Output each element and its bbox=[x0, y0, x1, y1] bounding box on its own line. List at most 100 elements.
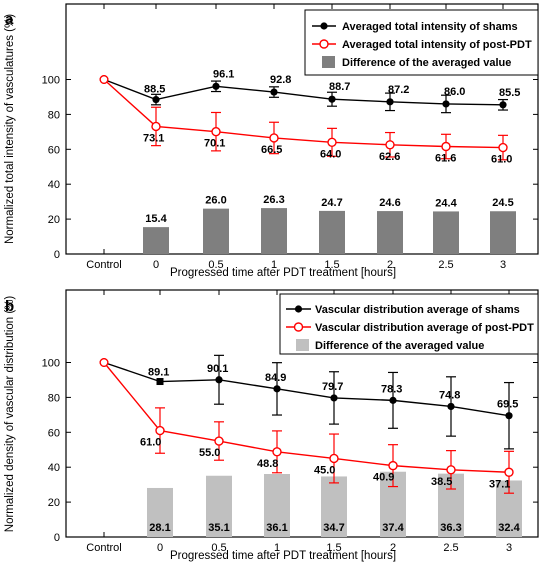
control-point bbox=[99, 358, 109, 367]
y-tick-label: 60 bbox=[48, 144, 60, 156]
pdt-value-label: 73.1 bbox=[143, 132, 164, 144]
pdt-point bbox=[385, 140, 395, 150]
difference-bar bbox=[147, 487, 173, 537]
chart-panel-a: a 0 20 40 60 80 100 Control 0 0.5 1 1.5 2 2.5 3 Progres… bbox=[4, 3, 539, 279]
y-tick-label: 0 bbox=[54, 532, 60, 544]
sham-value-label: 84.9 bbox=[265, 372, 286, 384]
difference-bar bbox=[490, 211, 516, 254]
sham-point bbox=[447, 402, 455, 411]
pdt-point bbox=[211, 126, 221, 137]
pdt-value-label: 37.1 bbox=[489, 478, 510, 490]
y-tick-label: 80 bbox=[48, 392, 60, 404]
pdt-value-label: 55.0 bbox=[199, 447, 220, 459]
sham-point bbox=[499, 101, 507, 109]
legend-entry: Averaged total intensity of shams bbox=[342, 21, 518, 33]
y-axis-label: Normalized total intensity of vasculatur… bbox=[4, 14, 16, 244]
pdt-series-line bbox=[103, 362, 510, 473]
legend-marker bbox=[320, 22, 328, 30]
y-tick-label: 80 bbox=[48, 109, 60, 121]
pdt-value-label: 45.0 bbox=[314, 464, 335, 476]
panel-label: a bbox=[5, 11, 14, 28]
difference-bar bbox=[203, 208, 229, 254]
pdt-value-label: 66.5 bbox=[261, 144, 282, 156]
sham-point bbox=[156, 378, 164, 386]
pdt-point bbox=[498, 142, 508, 153]
sham-point bbox=[328, 95, 336, 103]
y-tick-label: 20 bbox=[48, 497, 60, 509]
pdt-point bbox=[441, 141, 451, 152]
pdt-point bbox=[327, 137, 337, 148]
legend-bar-swatch bbox=[296, 339, 309, 351]
sham-point bbox=[273, 385, 281, 393]
legend-entry: Difference of the averaged value bbox=[315, 340, 484, 352]
pdt-value-label: 61.0 bbox=[491, 154, 512, 166]
chart-panel-b: b 0 20 40 60 80 100 Control 0 0.5 1 1.5 2 2.5 3 Progres… bbox=[4, 289, 539, 562]
difference-bar bbox=[264, 474, 290, 537]
pdt-point bbox=[155, 425, 165, 436]
y-tick-label: 100 bbox=[42, 75, 60, 87]
pdt-value-label: 70.1 bbox=[204, 138, 225, 150]
difference-label: 28.1 bbox=[149, 522, 170, 534]
x-tick-label: 1 bbox=[271, 259, 277, 271]
difference-bar bbox=[433, 211, 459, 254]
pdt-point bbox=[272, 447, 282, 457]
pdt-value-label: 62.6 bbox=[379, 151, 400, 163]
y-tick-label: 60 bbox=[48, 427, 60, 439]
difference-label: 37.4 bbox=[382, 522, 404, 534]
plot-frame bbox=[65, 289, 539, 538]
difference-label: 36.1 bbox=[266, 522, 287, 534]
pdt-series-line bbox=[103, 78, 504, 149]
panel-label: b bbox=[5, 298, 14, 315]
pdt-point bbox=[329, 453, 339, 464]
sham-point bbox=[389, 396, 397, 404]
control-point bbox=[99, 75, 109, 84]
difference-label: 24.6 bbox=[379, 197, 400, 209]
legend-marker bbox=[293, 322, 304, 332]
x-tick-label: 1.5 bbox=[326, 542, 341, 554]
x-tick-label: Control bbox=[86, 259, 121, 271]
legend-box bbox=[279, 293, 539, 355]
pdt-point bbox=[214, 436, 224, 446]
difference-label: 24.5 bbox=[492, 197, 513, 209]
x-axis-label: Progressed time after PDT treatment [hou… bbox=[170, 550, 396, 562]
sham-point bbox=[386, 98, 394, 106]
sham-value-label: 85.5 bbox=[499, 87, 520, 99]
x-tick-label: 0 bbox=[157, 542, 163, 554]
pdt-point bbox=[151, 121, 161, 132]
sham-series-line bbox=[103, 361, 510, 417]
sham-point bbox=[152, 95, 160, 104]
sham-point bbox=[270, 88, 278, 96]
sham-value-label: 96.1 bbox=[213, 68, 234, 80]
legend-entry: Vascular distribution average of post-PD… bbox=[315, 322, 534, 334]
y-tick-label: 40 bbox=[48, 179, 60, 191]
y-axis-label: Normalized density of vascular distribut… bbox=[4, 296, 16, 533]
legend-entry: Averaged total intensity of post-PDT bbox=[342, 39, 532, 51]
x-tick-label: 3 bbox=[500, 259, 506, 271]
x-tick-label: 1.5 bbox=[324, 259, 339, 271]
x-tick-label: 0 bbox=[153, 259, 159, 271]
difference-label: 35.1 bbox=[208, 522, 229, 534]
sham-point bbox=[212, 82, 220, 90]
difference-label: 24.4 bbox=[435, 197, 457, 209]
difference-label: 34.7 bbox=[323, 522, 344, 534]
pdt-point bbox=[446, 465, 456, 475]
pdt-point bbox=[388, 460, 398, 471]
sham-value-label: 90.1 bbox=[207, 363, 228, 375]
x-tick-label: 2 bbox=[387, 259, 393, 271]
x-tick-label: Control bbox=[86, 542, 121, 554]
difference-bar bbox=[321, 476, 347, 537]
pdt-value-label: 61.6 bbox=[435, 153, 456, 165]
legend-bar-swatch bbox=[322, 56, 335, 68]
pdt-value-label: 61.0 bbox=[140, 437, 161, 449]
difference-label: 15.4 bbox=[145, 213, 167, 225]
pdt-value-label: 64.0 bbox=[320, 148, 341, 160]
sham-value-label: 87.2 bbox=[388, 84, 409, 96]
difference-bar bbox=[377, 211, 403, 254]
pdt-point bbox=[504, 467, 514, 477]
x-tick-label: 3 bbox=[506, 542, 512, 554]
sham-value-label: 78.3 bbox=[381, 383, 402, 395]
sham-point bbox=[442, 100, 450, 108]
sham-point bbox=[330, 394, 338, 402]
difference-label: 26.3 bbox=[263, 194, 284, 206]
x-tick-label: 2.5 bbox=[438, 259, 453, 271]
